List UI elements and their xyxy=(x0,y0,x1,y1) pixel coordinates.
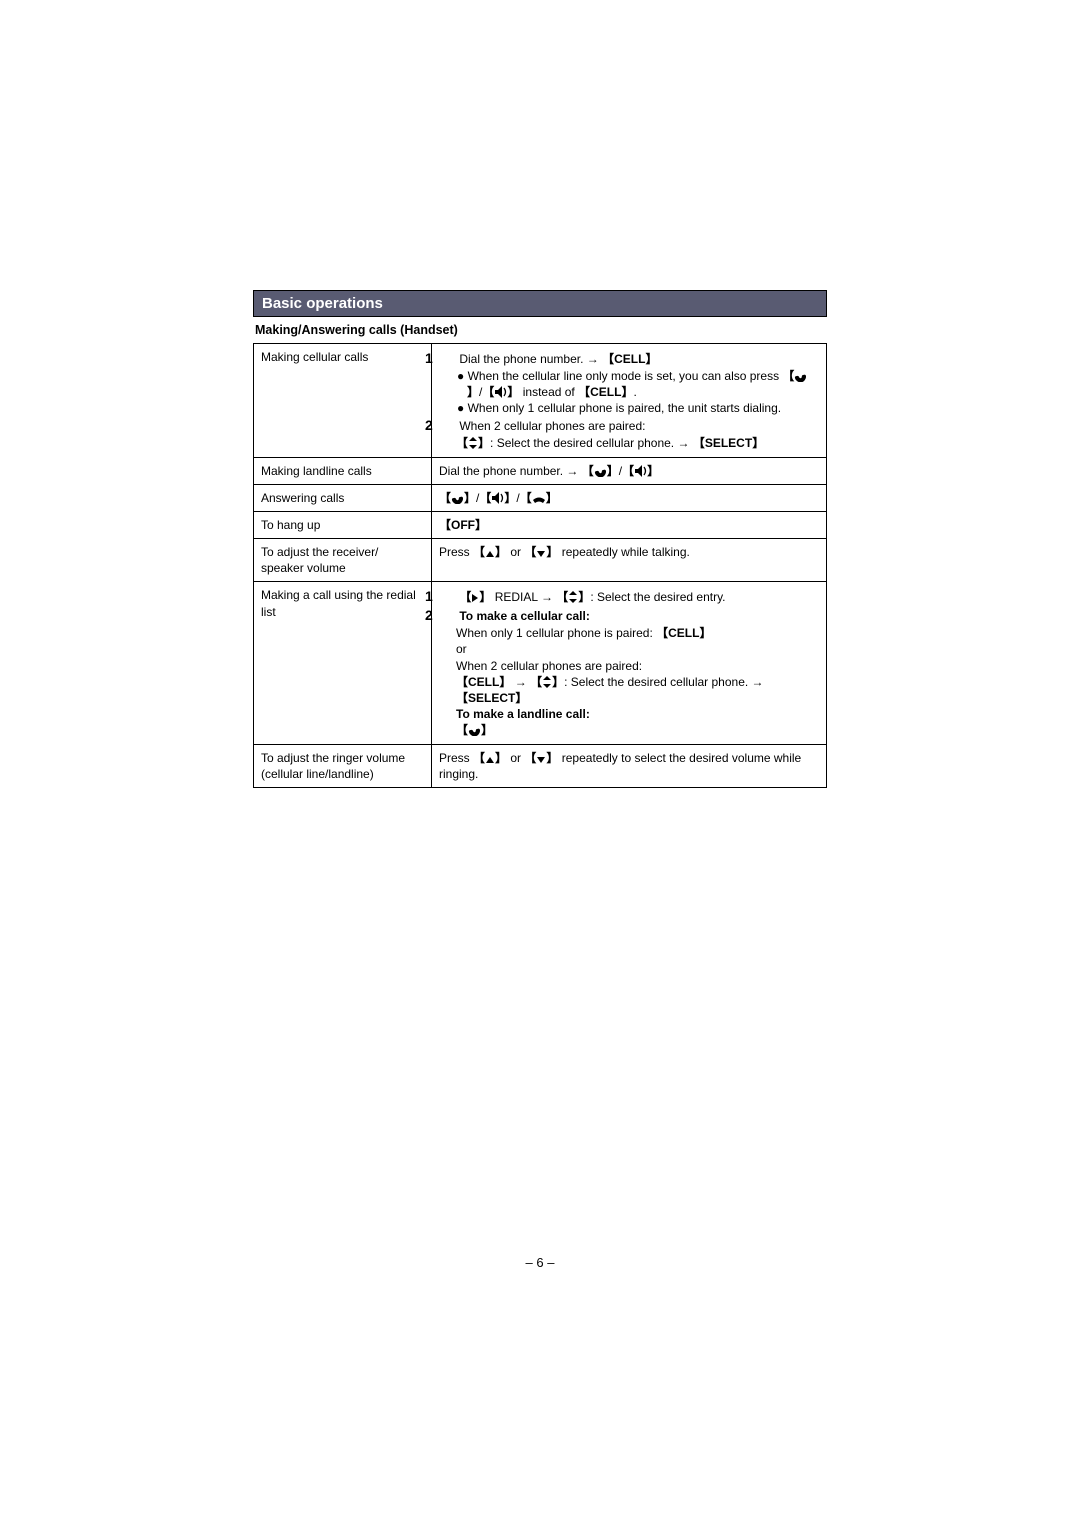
step-text: or xyxy=(507,545,524,559)
end-icon xyxy=(532,493,546,504)
key-end: 【】 xyxy=(520,491,558,505)
key-speaker: 【】 xyxy=(482,385,519,399)
key-cell: 【CELL】 xyxy=(602,352,657,366)
table-row: Answering calls 【】/【】/【】 xyxy=(254,484,827,511)
step-text: or xyxy=(507,751,524,765)
manual-page: Basic operations Making/Answering calls … xyxy=(0,0,1080,1528)
step-text: repeatedly while talking. xyxy=(558,545,689,559)
speaker-icon xyxy=(491,491,504,504)
step-text: or xyxy=(439,641,819,657)
talk-icon xyxy=(451,491,464,504)
page-number: – 6 – xyxy=(0,1255,1080,1270)
step-text: : Select the desired cellular phone. xyxy=(564,675,751,689)
row-label: Making cellular calls xyxy=(254,344,432,458)
updown-icon xyxy=(468,437,478,449)
step-text: Press xyxy=(439,751,473,765)
key-select: 【SELECT】 xyxy=(456,691,527,705)
row-instruction: Press 【】 or 【】 repeatedly while talking. xyxy=(432,539,827,582)
talk-icon xyxy=(594,464,607,477)
row-instruction: Press 【】 or 【】 repeatedly to select the … xyxy=(432,744,827,787)
up-icon xyxy=(485,550,495,558)
arrow-icon: → xyxy=(566,464,581,478)
table-row: To adjust the ringer volume (cellular li… xyxy=(254,744,827,787)
step-text: Dial the phone number. xyxy=(439,464,566,478)
operations-table: Making cellular calls 1 Dial the phone n… xyxy=(253,343,827,788)
table-row: Making cellular calls 1 Dial the phone n… xyxy=(254,344,827,458)
arrow-icon: → xyxy=(515,675,530,689)
subheading: Making/Answering calls (Handset) xyxy=(253,317,827,343)
step-text: : Select the desired cellular phone. xyxy=(490,436,677,450)
step-subtitle: To make a landline call: xyxy=(439,706,819,722)
updown-icon xyxy=(568,591,578,603)
updown-icon xyxy=(542,676,552,688)
right-icon xyxy=(471,593,479,603)
key-cell: 【CELL】 xyxy=(456,675,511,689)
row-label: Making landline calls xyxy=(254,457,432,484)
key-down: 【】 xyxy=(524,545,558,559)
key-talk: 【】 xyxy=(456,723,493,737)
bullet-text: When the cellular line only mode is set,… xyxy=(468,369,783,383)
down-icon xyxy=(536,756,546,764)
key-up: 【】 xyxy=(473,751,507,765)
key-speaker: 【】 xyxy=(622,464,659,478)
row-label: To hang up xyxy=(254,511,432,538)
step-subtitle: To make a cellular call: xyxy=(459,609,590,623)
talk-icon xyxy=(468,723,481,736)
key-updown: 【】 xyxy=(530,675,564,689)
arrow-icon: → xyxy=(587,352,602,366)
arrow-icon: → xyxy=(541,590,556,604)
key-talk: 【】 xyxy=(439,491,476,505)
up-icon xyxy=(485,756,495,764)
step-text: REDIAL xyxy=(491,590,541,604)
row-instruction: 【】/【】/【】 xyxy=(432,484,827,511)
step-number: 2 xyxy=(442,416,456,435)
arrow-icon: → xyxy=(752,675,764,689)
table-row: Making a call using the redial list 1 【】… xyxy=(254,582,827,744)
key-select: 【SELECT】 xyxy=(693,436,764,450)
bullet-text: . xyxy=(633,385,636,399)
key-right: 【】 xyxy=(459,590,491,604)
step-text: When 2 cellular phones are paired: xyxy=(439,658,819,674)
step-text: When only 1 cellular phone is paired: xyxy=(456,626,656,640)
speaker-icon xyxy=(494,385,507,398)
row-instruction: 1 Dial the phone number. → 【CELL】 ● When… xyxy=(432,344,827,458)
step-number: 1 xyxy=(442,587,456,606)
row-instruction: 1 【】 REDIAL → 【】: Select the desired ent… xyxy=(432,582,827,744)
row-label: To adjust the ringer volume (cellular li… xyxy=(254,744,432,787)
step-text: : Select the desired entry. xyxy=(590,590,725,604)
bullet-text: When only 1 cellular phone is paired, th… xyxy=(468,401,782,415)
row-label: Making a call using the redial list xyxy=(254,582,432,744)
table-row: To adjust the receiver/ speaker volume P… xyxy=(254,539,827,582)
key-talk: 【】 xyxy=(582,464,619,478)
key-cell: 【CELL】 xyxy=(578,385,633,399)
row-instruction: Dial the phone number. → 【】/【】 xyxy=(432,457,827,484)
step-text: Dial the phone number. xyxy=(459,352,586,366)
content-block: Basic operations Making/Answering calls … xyxy=(253,290,827,788)
row-label: Answering calls xyxy=(254,484,432,511)
step-number: 2 xyxy=(442,606,456,625)
section-title: Basic operations xyxy=(253,290,827,317)
step-number: 1 xyxy=(442,349,456,368)
key-speaker: 【】 xyxy=(479,491,516,505)
step-text: When 2 cellular phones are paired: xyxy=(459,419,645,433)
key-updown: 【】 xyxy=(556,590,590,604)
key-down: 【】 xyxy=(524,751,558,765)
arrow-icon: → xyxy=(677,436,692,450)
row-label: To adjust the receiver/ speaker volume xyxy=(254,539,432,582)
row-instruction: 【OFF】 xyxy=(432,511,827,538)
key-off: 【OFF】 xyxy=(439,518,487,532)
key-cell: 【CELL】 xyxy=(656,626,711,640)
table-row: Making landline calls Dial the phone num… xyxy=(254,457,827,484)
speaker-icon xyxy=(634,464,647,477)
key-up: 【】 xyxy=(473,545,507,559)
down-icon xyxy=(536,550,546,558)
table-row: To hang up 【OFF】 xyxy=(254,511,827,538)
step-text: Press xyxy=(439,545,473,559)
key-updown: 【】 xyxy=(456,436,490,450)
talk-icon xyxy=(794,369,807,382)
bullet-text: instead of xyxy=(519,385,578,399)
